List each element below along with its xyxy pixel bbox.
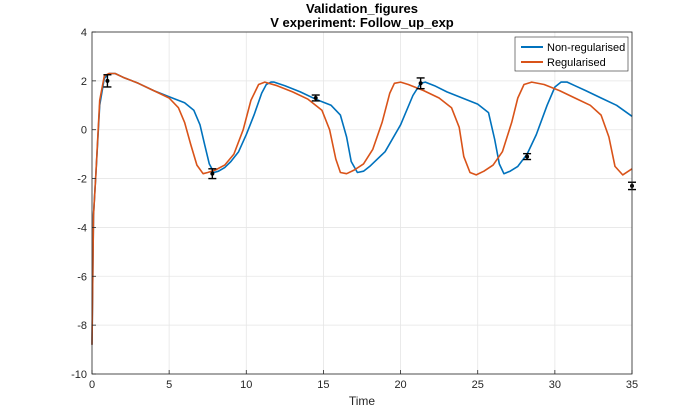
x-tick-label: 15 — [317, 379, 329, 391]
grid — [91, 31, 633, 375]
axes-box — [91, 31, 633, 375]
plot-area — [92, 32, 632, 374]
y-tick-label: -2 — [77, 174, 87, 186]
legend-label-regularised: Regularised — [547, 57, 606, 69]
y-tick-label: -8 — [77, 320, 87, 332]
series-line-non-regularised — [91, 72, 633, 345]
series-layer — [91, 72, 633, 345]
x-tick-label: 25 — [472, 379, 484, 391]
x-axis-label: Time — [349, 394, 376, 408]
x-tick-label: 35 — [626, 379, 638, 391]
x-tick-label: 0 — [89, 379, 95, 391]
data-point — [210, 171, 215, 176]
x-tick-label: 20 — [394, 379, 406, 391]
legend-box — [514, 36, 629, 72]
series-line-regularised — [91, 72, 633, 345]
y-tick-label: -4 — [77, 222, 87, 234]
data-point — [525, 154, 530, 159]
data-point — [105, 78, 110, 83]
y-tick-label: 4 — [81, 27, 87, 39]
legend: Non-regularised Regularised — [514, 36, 629, 72]
ticks: 0 5 10 15 20 25 30 35 -10 -8 -6 -4 -2 0 2 4 — [71, 27, 638, 391]
x-tick-label: 30 — [549, 379, 561, 391]
chart-title: Validation_figures — [306, 1, 418, 16]
data-point — [313, 95, 318, 100]
y-tick-label: -6 — [77, 271, 87, 283]
data-point — [418, 81, 423, 86]
chart-subtitle: V experiment: Follow_up_exp — [270, 15, 454, 30]
x-tick-label: 5 — [166, 379, 172, 391]
y-tick-label: 2 — [81, 76, 87, 88]
x-tick-label: 10 — [240, 379, 252, 391]
y-tick-label: 0 — [81, 125, 87, 137]
legend-label-non-regularised: Non-regularised — [547, 42, 625, 54]
y-tick-label: -10 — [71, 369, 87, 381]
errorbar-layer — [103, 74, 636, 191]
